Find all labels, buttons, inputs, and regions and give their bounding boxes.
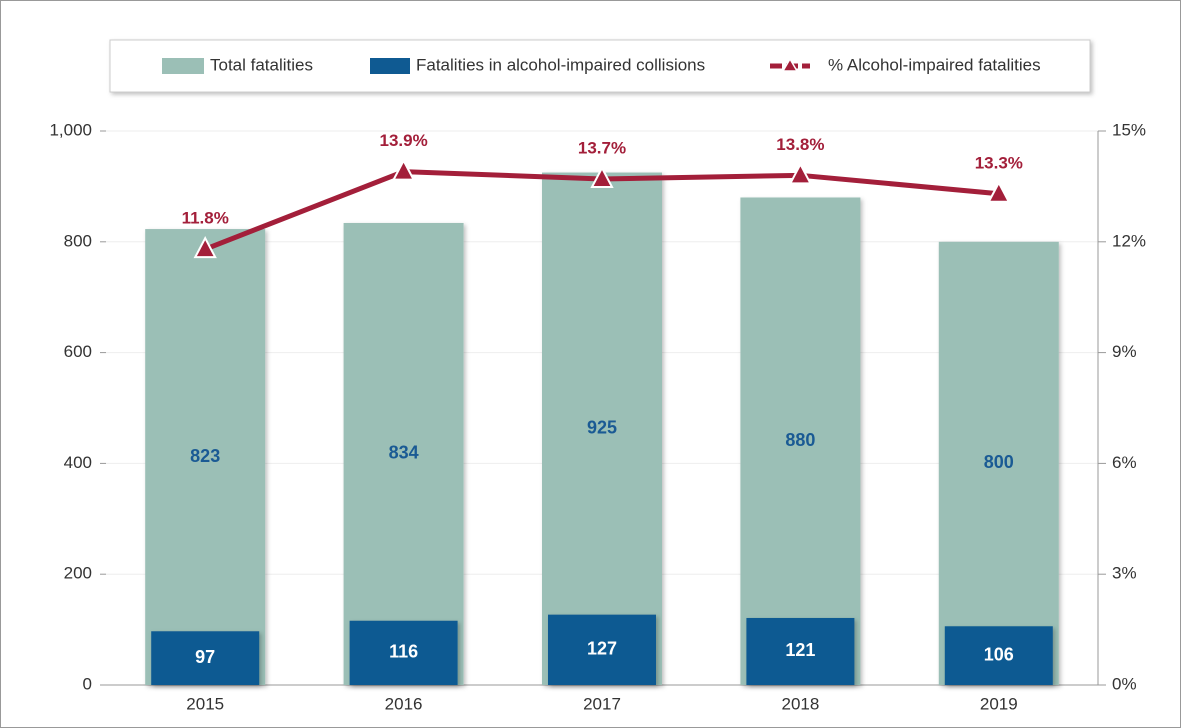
legend-marker — [781, 57, 799, 72]
bar — [746, 617, 855, 685]
y-tick-label: 200 — [64, 564, 92, 583]
y2-tick-label: 15% — [1112, 120, 1146, 139]
bar — [548, 614, 656, 685]
data-label: 925 — [587, 418, 617, 438]
y-tick-label: 400 — [64, 453, 92, 472]
data-label: 13.7% — [578, 138, 626, 157]
data-label: 13.3% — [975, 153, 1023, 172]
y-tick-label: 800 — [64, 231, 92, 250]
data-label: 121 — [785, 640, 815, 660]
data-label: 13.9% — [379, 131, 427, 150]
bar — [944, 626, 1053, 685]
marker — [193, 236, 217, 259]
bar — [349, 620, 458, 685]
bar — [343, 222, 464, 686]
y2-tick-label: 9% — [1112, 342, 1137, 361]
x-tick-label: 2019 — [980, 694, 1018, 713]
data-label: 97 — [195, 647, 215, 667]
marker — [590, 165, 614, 189]
y-tick-label: 1,000 — [49, 120, 92, 139]
y2-tick-label: 0% — [1112, 674, 1137, 693]
bar — [145, 229, 266, 686]
y2-tick-label: 6% — [1112, 453, 1137, 472]
legend-label: % Alcohol-impaired fatalities — [828, 55, 1041, 74]
data-label: 834 — [389, 443, 419, 463]
marker — [391, 158, 416, 181]
data-label: 127 — [587, 639, 617, 659]
x-tick-label: 2018 — [781, 694, 819, 713]
data-label: 11.8% — [182, 209, 229, 228]
data-label: 880 — [785, 430, 815, 450]
bar — [542, 172, 662, 686]
data-label: 116 — [389, 642, 418, 662]
bar — [938, 241, 1059, 686]
data-label: 800 — [984, 452, 1014, 472]
legend-label: Fatalities in alcohol-impaired collision… — [416, 55, 705, 74]
data-label: 13.8% — [776, 135, 824, 154]
legend-box — [109, 39, 1091, 93]
marker — [788, 162, 813, 185]
bar — [151, 631, 260, 685]
data-label: 106 — [984, 644, 1014, 664]
y2-tick-label: 12% — [1112, 231, 1146, 250]
data-label: 823 — [190, 446, 220, 466]
x-tick-label: 2016 — [385, 694, 423, 713]
legend-label: Total fatalities — [210, 55, 313, 74]
bar — [740, 197, 861, 686]
x-tick-label: 2017 — [583, 694, 621, 713]
x-tick-label: 2015 — [186, 694, 224, 713]
y-tick-label: 600 — [64, 342, 92, 361]
y2-tick-label: 3% — [1112, 564, 1137, 583]
legend-swatch — [370, 58, 410, 74]
y-tick-label: 0 — [83, 674, 92, 693]
legend-swatch — [162, 58, 204, 74]
marker — [987, 180, 1011, 203]
